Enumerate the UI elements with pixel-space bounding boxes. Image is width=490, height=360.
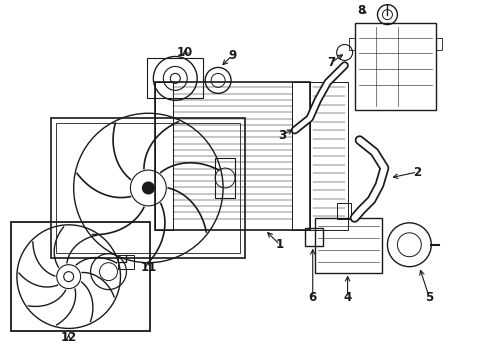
- Bar: [215, 158, 235, 198]
- Bar: [310, 82, 347, 230]
- Bar: [51, 118, 245, 258]
- Bar: [348, 37, 355, 50]
- Bar: [337, 203, 350, 219]
- Bar: [147, 58, 203, 98]
- Bar: [155, 82, 173, 230]
- Bar: [315, 218, 383, 273]
- Bar: [155, 82, 310, 230]
- Bar: [119, 255, 134, 269]
- Circle shape: [143, 182, 154, 194]
- Text: 5: 5: [425, 291, 434, 304]
- Bar: [56, 123, 240, 253]
- Bar: [11, 222, 150, 332]
- Bar: [436, 37, 442, 50]
- Text: 8: 8: [357, 4, 366, 17]
- Text: 12: 12: [61, 331, 77, 344]
- Text: 10: 10: [177, 46, 194, 59]
- Text: 2: 2: [413, 166, 421, 179]
- Bar: [305, 228, 323, 246]
- Text: 11: 11: [140, 261, 156, 274]
- Bar: [292, 82, 310, 230]
- Text: 1: 1: [276, 238, 284, 251]
- Text: 9: 9: [228, 49, 236, 62]
- Text: 4: 4: [343, 291, 352, 304]
- Bar: [355, 23, 436, 110]
- Text: 7: 7: [328, 56, 336, 69]
- Text: 3: 3: [278, 129, 286, 142]
- Text: 6: 6: [309, 291, 317, 304]
